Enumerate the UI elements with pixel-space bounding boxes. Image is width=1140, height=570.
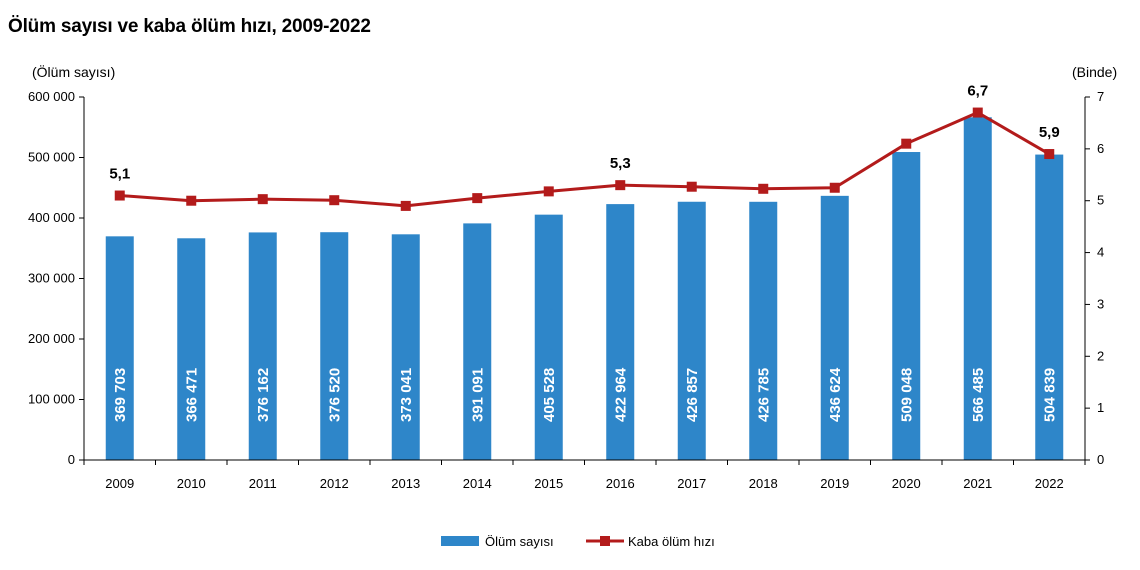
rate-point-label-2021: 6,7 <box>967 83 988 100</box>
y-right-tick-label: 2 <box>1097 348 1104 363</box>
x-tick-label-2019: 2019 <box>820 476 849 491</box>
rate-point-label-2016: 5,3 <box>610 155 631 172</box>
x-tick-label-2021: 2021 <box>963 476 992 491</box>
rate-point-2009 <box>114 190 125 201</box>
y-left-tick-label: 300 000 <box>28 271 75 286</box>
bar-value-label-2014: 391 091 <box>469 368 486 422</box>
chart-title: Ölüm sayısı ve kaba ölüm hızı, 2009-2022 <box>8 16 371 37</box>
legend-label-rate: Kaba ölüm hızı <box>628 534 715 549</box>
x-tick-label-2015: 2015 <box>534 476 563 491</box>
y-left-tick-label: 200 000 <box>28 331 75 346</box>
rate-point-2017 <box>686 181 697 192</box>
x-tick-label-2016: 2016 <box>606 476 635 491</box>
rate-point-2020 <box>901 138 912 149</box>
rate-point-2018 <box>758 183 769 194</box>
bar-value-label-2019: 436 624 <box>827 367 844 422</box>
bar-2010 <box>177 238 206 460</box>
bar-2015 <box>534 214 563 460</box>
legend: Ölüm sayısı Kaba ölüm hızı <box>441 534 715 549</box>
rate-point-2019 <box>829 182 840 193</box>
x-tick-label-2013: 2013 <box>391 476 420 491</box>
y-right-unit-label: (Binde) <box>1072 64 1117 80</box>
x-tick-label-2018: 2018 <box>749 476 778 491</box>
y-left-unit-label: (Ölüm sayısı) <box>32 63 115 80</box>
bar-2016 <box>606 204 635 460</box>
x-tick-label-2022: 2022 <box>1035 476 1064 491</box>
rate-point-label-2022: 5,9 <box>1039 124 1060 141</box>
y-left-tick-label: 0 <box>68 452 75 467</box>
bar-value-label-2009: 369 703 <box>112 368 129 422</box>
y-left-tick-label: 400 000 <box>28 210 75 225</box>
bar-2012 <box>320 232 349 460</box>
y-right-tick-label: 4 <box>1097 245 1104 260</box>
bar-2021 <box>963 117 992 460</box>
legend-swatch-marker <box>600 536 610 546</box>
rate-point-2012 <box>329 195 340 206</box>
bar-value-label-2016: 422 964 <box>612 367 629 422</box>
x-tick-label-2009: 2009 <box>105 476 134 491</box>
bar-value-label-2015: 405 528 <box>541 368 558 422</box>
rate-point-2021 <box>972 107 983 118</box>
y-right-tick-label: 5 <box>1097 193 1104 208</box>
rate-point-label-2009: 5,1 <box>109 166 130 183</box>
x-tick-label-2010: 2010 <box>177 476 206 491</box>
x-tick-label-2020: 2020 <box>892 476 921 491</box>
y-right-tick-label: 6 <box>1097 141 1104 156</box>
y-right-tick-label: 3 <box>1097 296 1104 311</box>
bar-2022 <box>1035 154 1064 461</box>
bar-value-label-2018: 426 785 <box>755 368 772 422</box>
rate-point-2015 <box>543 186 554 197</box>
y-left-tick-label: 100 000 <box>28 392 75 407</box>
bar-value-label-2020: 509 048 <box>898 368 915 422</box>
bar-2009 <box>105 236 134 460</box>
rate-point-2022 <box>1044 149 1055 160</box>
x-tick-label-2017: 2017 <box>677 476 706 491</box>
rate-point-2014 <box>472 193 483 204</box>
bar-value-label-2011: 376 162 <box>255 368 272 422</box>
bar-2018 <box>749 201 778 460</box>
y-left-tick-label: 500 000 <box>28 150 75 165</box>
bar-2017 <box>677 201 706 460</box>
y-right-tick-label: 1 <box>1097 400 1104 415</box>
bar-2019 <box>820 195 849 461</box>
x-tick-label-2012: 2012 <box>320 476 349 491</box>
bar-value-label-2012: 376 520 <box>326 368 343 422</box>
rate-point-2013 <box>400 200 411 211</box>
bar-value-label-2021: 566 485 <box>970 368 987 422</box>
bar-value-label-2013: 373 041 <box>398 368 415 422</box>
bar-2014 <box>463 223 492 460</box>
x-tick-label-2011: 2011 <box>249 476 277 491</box>
rate-point-2010 <box>186 195 197 206</box>
rate-point-2016 <box>615 180 626 191</box>
y-right-tick-label: 7 <box>1097 89 1104 104</box>
legend-label-deaths: Ölüm sayısı <box>485 534 554 549</box>
bar-value-label-2022: 504 839 <box>1041 368 1058 422</box>
y-left-tick-label: 600 000 <box>28 89 75 104</box>
rate-point-2011 <box>257 194 268 205</box>
bar-2013 <box>391 234 420 460</box>
x-tick-label-2014: 2014 <box>463 476 492 491</box>
bar-2020 <box>892 152 921 461</box>
y-right-tick-label: 0 <box>1097 452 1104 467</box>
rate-line <box>119 111 1051 208</box>
bar-value-label-2010: 366 471 <box>183 368 200 422</box>
bar-2011 <box>248 232 277 460</box>
legend-swatch-bar <box>441 536 479 546</box>
bar-value-label-2017: 426 857 <box>684 368 701 422</box>
